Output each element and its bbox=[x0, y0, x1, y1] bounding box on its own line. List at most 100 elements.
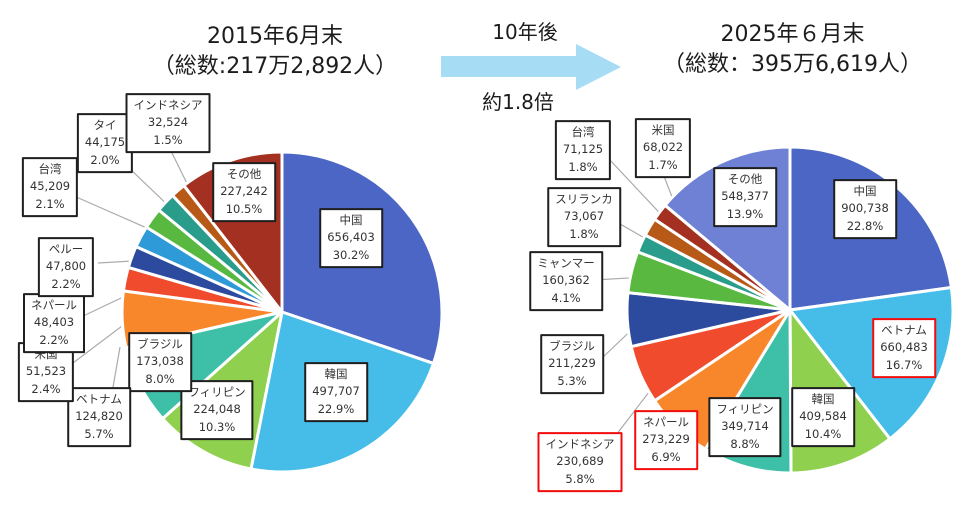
label-percent: 6.9% bbox=[651, 449, 681, 464]
label-value: 48,403 bbox=[33, 315, 75, 330]
label-2015-brazil: ブラジル 173,038 8.0% bbox=[128, 332, 192, 392]
label-2015-korea: 韓国 497,707 22.9% bbox=[304, 362, 368, 422]
label-2025-nepal: ネパール 273,229 6.9% bbox=[634, 410, 698, 470]
label-value: 497,707 bbox=[312, 384, 360, 399]
label-value: 900,738 bbox=[841, 201, 889, 216]
label-percent: 5.3% bbox=[557, 373, 587, 388]
label-percent: 8.0% bbox=[145, 371, 175, 386]
label-percent: 5.7% bbox=[84, 426, 114, 441]
label-2025-indonesia: インドネシア 230,689 5.8% bbox=[537, 432, 623, 492]
label-country: フィリピン bbox=[188, 385, 246, 400]
label-value: 71,125 bbox=[562, 142, 604, 157]
label-2025-philippines: フィリピン 349,714 8.8% bbox=[708, 397, 782, 457]
label-country: 中国 bbox=[853, 184, 877, 199]
arrow-right-icon bbox=[441, 44, 621, 90]
chart-header-2015: 2015年6月末 （総数:217万2,892人） bbox=[95, 22, 455, 81]
label-2015-china: 中国 656,403 30.2% bbox=[319, 208, 383, 268]
label-value: 160,362 bbox=[542, 273, 590, 288]
label-2025-myanmar: ミャンマー 160,362 4.1% bbox=[529, 251, 603, 311]
label-country: タイ bbox=[93, 118, 117, 133]
label-2025-china: 中国 900,738 22.8% bbox=[833, 179, 897, 239]
label-value: 548,377 bbox=[721, 189, 769, 204]
arrow-label-multiplier: 約1.8倍 bbox=[482, 90, 554, 114]
label-value: 73,067 bbox=[563, 209, 605, 224]
label-country: スリランカ bbox=[555, 192, 613, 207]
label-value: 660,483 bbox=[880, 340, 928, 355]
subtitle-2015: （総数:217万2,892人） bbox=[152, 53, 398, 79]
label-country: ベトナム bbox=[881, 323, 927, 338]
label-percent: 22.8% bbox=[846, 218, 884, 233]
label-2025-korea: 韓国 409,584 10.4% bbox=[791, 387, 855, 447]
label-percent: 1.8% bbox=[568, 159, 598, 174]
label-percent: 2.2% bbox=[39, 332, 69, 347]
label-value: 32,524 bbox=[147, 115, 189, 130]
label-2015-nepal: ネパール 48,403 2.2% bbox=[23, 293, 85, 353]
label-value: 230,689 bbox=[556, 454, 604, 469]
label-2015-taiwan: 台湾 45,209 2.1% bbox=[21, 157, 79, 217]
label-2015-others: その他 227,242 10.5% bbox=[212, 162, 276, 222]
label-value: 211,229 bbox=[548, 356, 596, 371]
label-value: 409,584 bbox=[799, 409, 847, 424]
label-value: 173,038 bbox=[136, 354, 184, 369]
label-value: 273,229 bbox=[642, 432, 690, 447]
label-percent: 22.9% bbox=[317, 401, 355, 416]
label-country: その他 bbox=[727, 172, 763, 187]
pie-2015 bbox=[120, 150, 444, 474]
label-country: 韓国 bbox=[811, 392, 835, 407]
label-percent: 30.2% bbox=[332, 247, 370, 262]
label-percent: 1.7% bbox=[648, 157, 678, 172]
label-value: 51,523 bbox=[25, 364, 67, 379]
label-country: ネパール bbox=[643, 415, 689, 430]
label-percent: 2.2% bbox=[51, 276, 81, 291]
label-country: その他 bbox=[226, 167, 262, 182]
label-2025-others: その他 548,377 13.9% bbox=[713, 167, 777, 227]
label-value: 349,714 bbox=[721, 419, 769, 434]
subtitle-2025: （総数：395万6,619人） bbox=[663, 51, 922, 77]
label-percent: 10.5% bbox=[225, 201, 263, 216]
label-2015-indonesia: インドネシア 32,524 1.5% bbox=[125, 93, 211, 153]
label-percent: 4.1% bbox=[551, 290, 581, 305]
label-value: 124,820 bbox=[75, 409, 123, 424]
label-country: 台湾 bbox=[38, 162, 62, 177]
label-value: 224,048 bbox=[193, 402, 241, 417]
label-2025-vietnam: ベトナム 660,483 16.7% bbox=[872, 318, 936, 378]
label-country: 米国 bbox=[651, 123, 675, 138]
label-country: ミャンマー bbox=[537, 256, 595, 271]
label-percent: 2.4% bbox=[31, 381, 61, 396]
label-value: 68,022 bbox=[642, 140, 684, 155]
label-value: 227,242 bbox=[220, 184, 268, 199]
label-2015-vietnam: ベトナム 124,820 5.7% bbox=[67, 387, 131, 447]
label-2025-brazil: ブラジル 211,229 5.3% bbox=[540, 334, 604, 394]
label-country: ネパール bbox=[31, 298, 77, 313]
title-2025: 2025年６月末 bbox=[720, 22, 865, 47]
label-percent: 8.8% bbox=[730, 436, 760, 451]
label-percent: 1.8% bbox=[569, 226, 599, 241]
label-percent: 16.7% bbox=[885, 357, 923, 372]
label-2025-taiwan: 台湾 71,125 1.8% bbox=[554, 120, 612, 180]
label-value: 656,403 bbox=[327, 230, 375, 245]
label-value: 45,209 bbox=[29, 179, 71, 194]
label-country: 韓国 bbox=[324, 367, 348, 382]
label-percent: 1.5% bbox=[153, 132, 183, 147]
arrow-label-years: 10年後 bbox=[492, 20, 558, 44]
label-country: インドネシア bbox=[545, 437, 615, 452]
label-country: 台湾 bbox=[571, 125, 595, 140]
label-percent: 10.3% bbox=[198, 419, 236, 434]
label-country: フィリピン bbox=[716, 402, 774, 417]
label-percent: 13.9% bbox=[726, 206, 764, 221]
label-percent: 2.1% bbox=[35, 196, 65, 211]
label-2025-usa: 米国 68,022 1.7% bbox=[634, 118, 692, 178]
label-value: 44,175 bbox=[84, 135, 126, 150]
label-country: 中国 bbox=[339, 213, 363, 228]
label-2015-peru: ペルー 47,800 2.2% bbox=[37, 237, 95, 297]
label-value: 47,800 bbox=[45, 259, 87, 274]
title-2015: 2015年6月末 bbox=[207, 24, 343, 49]
label-country: インドネシア bbox=[133, 98, 203, 113]
label-percent: 2.0% bbox=[90, 152, 120, 167]
label-2025-sri-lanka: スリランカ 73,067 1.8% bbox=[547, 187, 621, 247]
label-country: ベトナム bbox=[76, 392, 122, 407]
label-2015-philippines: フィリピン 224,048 10.3% bbox=[180, 380, 254, 440]
label-percent: 10.4% bbox=[804, 426, 842, 441]
label-country: ブラジル bbox=[549, 339, 595, 354]
